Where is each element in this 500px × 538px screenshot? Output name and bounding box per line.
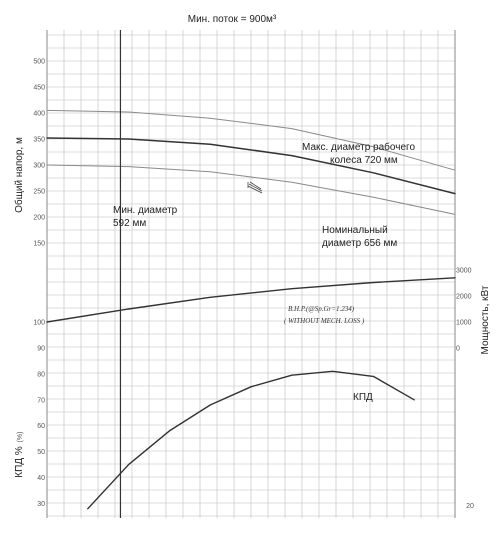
- power-axis-ticks: 3000 2000 1000 0 20: [456, 268, 474, 511]
- head-tick-label: 500: [33, 59, 45, 66]
- power-tick-label: 0: [456, 346, 460, 353]
- efficiency-curve-label: КПД: [353, 392, 373, 403]
- max-diameter-label-line1: Макс. диаметр рабочего: [302, 141, 415, 153]
- max-diameter-label-line2: колеса 720 мм: [330, 155, 398, 166]
- power-extra-tick-label: 20: [466, 503, 474, 510]
- nominal-diameter-label-line2: диаметр 656 мм: [322, 238, 397, 249]
- efficiency-axis-label: КПД %: [14, 446, 25, 478]
- head-curve-2: [46, 164, 456, 215]
- power-tick-label: 1000: [456, 320, 472, 327]
- efficiency-tick-label: 30: [37, 501, 45, 508]
- head-curve-1: [46, 137, 456, 195]
- nominal-diameter-label-line1: Номинальный: [322, 225, 388, 236]
- chart-title: Мин. поток = 900м³: [188, 14, 277, 25]
- efficiency-tick-label: 90: [37, 345, 45, 352]
- efficiency-tick-label: 50: [37, 449, 45, 456]
- power-axis-label: Мощность, кВт: [480, 285, 491, 354]
- head-axis-label: Общий напор, м: [13, 137, 25, 213]
- head-axis-ticks: 500 450 400 350 300 250 200 150: [33, 59, 45, 248]
- duty-point-marker: [247, 181, 263, 194]
- head-tick-label: 350: [33, 137, 45, 144]
- curves: [46, 109, 456, 510]
- efficiency-tick-label: 40: [37, 475, 45, 482]
- head-tick-label: 400: [33, 111, 45, 118]
- grid: [46, 30, 456, 518]
- efficiency-curve-4: [87, 370, 415, 510]
- head-tick-label: 250: [33, 189, 45, 196]
- efficiency-axis-ticks: 100 90 80 70 60 50 40 30: [33, 320, 45, 509]
- head-tick-label: 300: [33, 163, 45, 170]
- bhp-note-line2: ( WITHOUT MECH. LOSS ): [284, 317, 365, 325]
- min-diameter-label-line2: 592 мм: [113, 218, 146, 229]
- head-tick-label: 150: [33, 241, 45, 248]
- bhp-note-line1: B.H.P.(@Sp.Gr=1.234): [288, 305, 355, 313]
- min-diameter-label-line1: Мин. диаметр: [113, 205, 178, 216]
- head-tick-label: 450: [33, 85, 45, 92]
- efficiency-tick-label: 100: [33, 320, 45, 327]
- power-tick-label: 2000: [456, 294, 472, 301]
- head-tick-label: 200: [33, 215, 45, 222]
- efficiency-tick-label: 70: [37, 397, 45, 404]
- efficiency-tick-label: 60: [37, 423, 45, 430]
- efficiency-tick-label: 80: [37, 371, 45, 378]
- power-tick-label: 3000: [456, 268, 472, 275]
- power-curve-3: [46, 277, 456, 323]
- head-curve-0: [46, 109, 456, 171]
- efficiency-axis-unit: (%): [17, 432, 24, 443]
